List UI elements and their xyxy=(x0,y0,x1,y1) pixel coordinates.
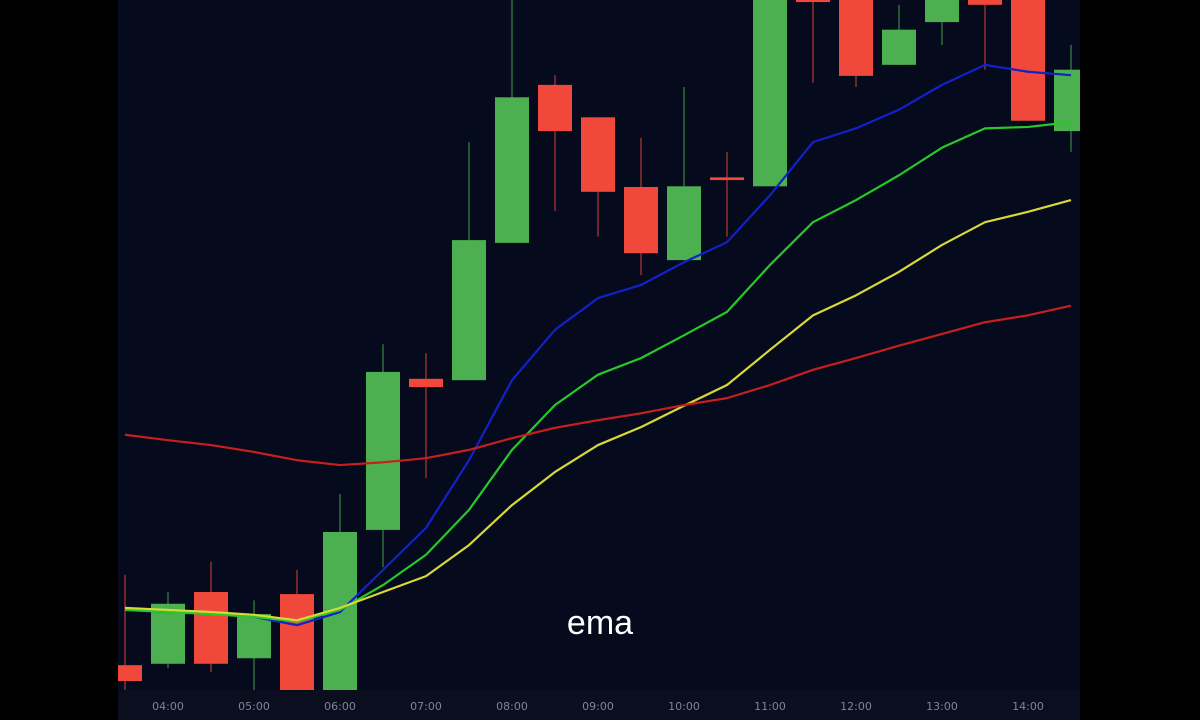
ema-line xyxy=(124,63,1072,627)
x-tick-label: 05:00 xyxy=(238,700,270,713)
x-tick-label: 12:00 xyxy=(840,700,872,713)
candle-body xyxy=(667,186,701,261)
candle-body xyxy=(237,614,271,659)
x-tick-label: 11:00 xyxy=(754,700,786,713)
plot-area xyxy=(118,0,1080,690)
candle-body xyxy=(968,0,1002,5)
candle-body xyxy=(1054,69,1080,132)
ema-line xyxy=(124,121,1072,623)
candle-body xyxy=(452,240,486,381)
candle-body xyxy=(1011,0,1045,121)
x-axis: 04:00 05:00 06:00 07:00 08:00 09:00 10:00 11:00… xyxy=(152,700,1044,713)
caption: ema xyxy=(567,604,633,642)
candle-body xyxy=(839,0,873,76)
ema-line xyxy=(124,199,1072,622)
candle-body xyxy=(581,117,615,192)
x-tick-label: 14:00 xyxy=(1012,700,1044,713)
candle-body xyxy=(753,0,787,187)
candle-body xyxy=(538,84,572,132)
x-tick-label: 04:00 xyxy=(152,700,184,713)
candle-body xyxy=(118,665,142,682)
x-tick-label: 07:00 xyxy=(410,700,442,713)
candle-body xyxy=(624,186,658,254)
candle-body xyxy=(796,0,830,3)
candle-body xyxy=(409,378,443,388)
x-tick-label: 10:00 xyxy=(668,700,700,713)
candle-body xyxy=(194,592,228,664)
candle-body xyxy=(495,97,529,243)
candle-body xyxy=(882,29,916,65)
candle-body xyxy=(925,0,959,23)
x-tick-label: 06:00 xyxy=(324,700,356,713)
ema-line xyxy=(124,304,1072,467)
time-axis xyxy=(118,690,1080,720)
candle-body xyxy=(280,594,314,690)
x-tick-label: 13:00 xyxy=(926,700,958,713)
candle-body xyxy=(151,603,185,664)
candle-body xyxy=(366,371,400,530)
x-tick-label: 08:00 xyxy=(496,700,528,713)
candle-body xyxy=(710,177,744,181)
x-tick-label: 09:00 xyxy=(582,700,614,713)
